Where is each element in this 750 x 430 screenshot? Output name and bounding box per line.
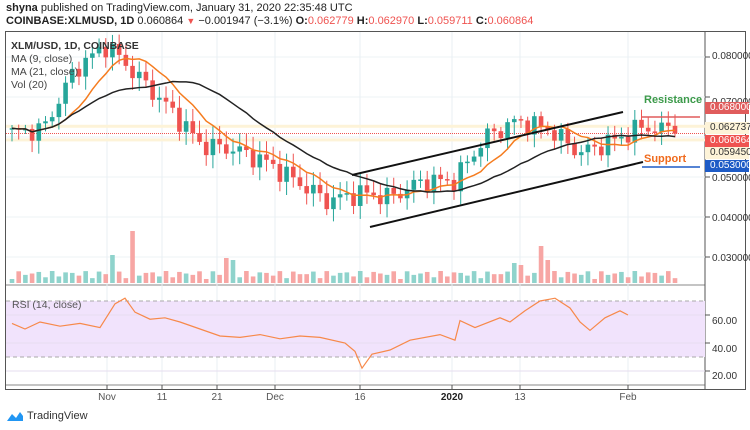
price-tick: 0.040000 <box>712 213 750 224</box>
time-tick: Feb <box>619 392 637 403</box>
chart-legend: XLM/USD, 1D, COINBASE MA (9, close) MA (… <box>11 40 139 92</box>
tradingview-logo-icon <box>7 412 23 421</box>
last-price: 0.060864 <box>137 15 184 27</box>
last-price-label: 0.060864 <box>705 135 750 147</box>
symbol: COINBASE:XLMUSD, 1D <box>6 15 135 27</box>
price-tick: 0.050000 <box>712 173 750 184</box>
close-value: 0.060864 <box>487 15 534 27</box>
level-price-label: 0.059450 <box>705 147 750 159</box>
publish-date: published on TradingView.com, January 31… <box>40 2 353 14</box>
open-label: O: <box>295 15 308 27</box>
high-label: H: <box>356 15 369 27</box>
price-change: −0.001947 (−3.1%) <box>198 15 293 27</box>
low-value: 0.059711 <box>427 15 473 27</box>
legend-vol[interactable]: Vol (20) <box>11 79 48 91</box>
publish-info: shyna published on TradingView.com, Janu… <box>6 2 353 14</box>
ohlc-bar: COINBASE:XLMUSD, 1D 0.060864 ▼ −0.001947… <box>6 15 533 27</box>
close-label: C: <box>475 15 488 27</box>
chart-frame <box>5 31 746 390</box>
tradingview-logo[interactable]: TradingView <box>6 410 88 422</box>
high-value: 0.062970 <box>368 15 415 27</box>
time-tick: 16 <box>354 392 366 403</box>
open-value: 0.062779 <box>307 15 354 27</box>
time-tick: 2020 <box>440 392 464 403</box>
rsi-tick: 40.00 <box>712 344 738 355</box>
rsi-tick: 60.00 <box>712 316 738 327</box>
time-tick: Dec <box>266 392 284 403</box>
resistance-price-label: 0.068000 <box>705 102 750 114</box>
legend-ma9[interactable]: MA (9, close) <box>11 53 73 65</box>
support-price-label: 0.053000 <box>705 160 750 172</box>
publisher-name: shyna <box>6 2 38 14</box>
rsi-label[interactable]: RSI (14, close) <box>12 299 82 311</box>
resistance-annotation: Resistance <box>644 94 703 106</box>
price-tick: 0.030000 <box>712 253 750 264</box>
tradingview-brand: TradingView <box>27 410 88 422</box>
support-annotation: Support <box>644 153 687 165</box>
legend-title: XLM/USD, 1D, COINBASE <box>11 40 139 52</box>
time-tick: Nov <box>98 392 116 403</box>
legend-ma21[interactable]: MA (21, close) <box>11 66 79 78</box>
rsi-tick: 20.00 <box>712 371 738 382</box>
level-price-label: 0.062737 <box>705 122 750 134</box>
time-tick: 13 <box>514 392 526 403</box>
time-tick: 11 <box>156 392 168 403</box>
time-tick: 21 <box>211 392 223 403</box>
price-tick: 0.080000 <box>712 51 750 62</box>
low-label: L: <box>417 15 428 27</box>
down-arrow-icon: ▼ <box>186 16 196 26</box>
